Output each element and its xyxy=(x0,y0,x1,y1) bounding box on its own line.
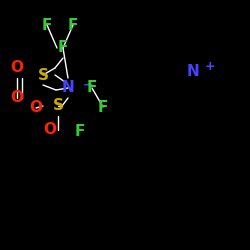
Text: F: F xyxy=(42,18,52,32)
Text: S: S xyxy=(38,68,48,82)
Text: F: F xyxy=(98,100,108,114)
Text: F: F xyxy=(75,124,85,140)
Text: O: O xyxy=(10,60,24,76)
Text: O: O xyxy=(44,122,57,138)
Text: +: + xyxy=(205,60,215,72)
Text: F: F xyxy=(68,18,78,32)
Text: S: S xyxy=(52,98,64,114)
Text: F: F xyxy=(87,80,97,96)
Text: N: N xyxy=(62,80,74,96)
Text: −: − xyxy=(83,78,93,92)
Text: O: O xyxy=(30,100,43,116)
Text: F: F xyxy=(58,40,68,56)
Text: N: N xyxy=(186,64,200,80)
Text: O: O xyxy=(10,90,24,106)
